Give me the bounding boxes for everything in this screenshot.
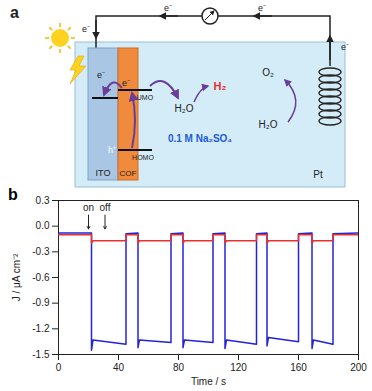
svg-text:on: on [83, 202, 94, 213]
svg-text:HOMO: HOMO [132, 154, 154, 161]
svg-text:0.3: 0.3 [36, 195, 50, 206]
svg-text:Time / s: Time / s [191, 376, 226, 387]
svg-text:ITO: ITO [96, 168, 111, 178]
svg-text:e⁻: e⁻ [164, 3, 172, 13]
svg-text:e⁻: e⁻ [122, 78, 130, 88]
svg-text:-0.6: -0.6 [32, 272, 50, 283]
svg-text:40: 40 [113, 362, 125, 373]
svg-text:a: a [10, 4, 19, 21]
svg-text:-1.5: -1.5 [32, 349, 50, 360]
svg-text:J / μA cm⁻²: J / μA cm⁻² [11, 253, 22, 301]
svg-text:0: 0 [56, 362, 62, 373]
svg-text:Pt: Pt [313, 169, 323, 180]
svg-text:e⁻: e⁻ [82, 24, 90, 34]
svg-text:80: 80 [173, 362, 185, 373]
svg-text:O₂: O₂ [262, 67, 274, 78]
svg-text:H₂O: H₂O [175, 103, 194, 114]
svg-text:COF: COF [120, 169, 137, 178]
svg-text:e⁻: e⁻ [258, 3, 266, 13]
svg-text:H₂O: H₂O [259, 119, 278, 130]
svg-text:H₂: H₂ [214, 80, 227, 92]
html-text:b: b [8, 186, 18, 203]
svg-text:200: 200 [350, 362, 367, 373]
svg-text:160: 160 [290, 362, 307, 373]
svg-text:LUMO: LUMO [133, 94, 154, 101]
svg-text:h⁺: h⁺ [108, 145, 116, 155]
svg-text:e⁻: e⁻ [341, 42, 349, 52]
svg-text:off: off [100, 202, 111, 213]
svg-text:0.1 M Na₂SO₄: 0.1 M Na₂SO₄ [168, 133, 232, 144]
svg-text:120: 120 [230, 362, 247, 373]
svg-text:-1.2: -1.2 [32, 323, 50, 334]
svg-text:-0.9: -0.9 [32, 297, 50, 308]
svg-text:-0.3: -0.3 [32, 246, 50, 257]
svg-text:e⁻: e⁻ [97, 70, 105, 80]
svg-text:0.0: 0.0 [36, 220, 50, 231]
